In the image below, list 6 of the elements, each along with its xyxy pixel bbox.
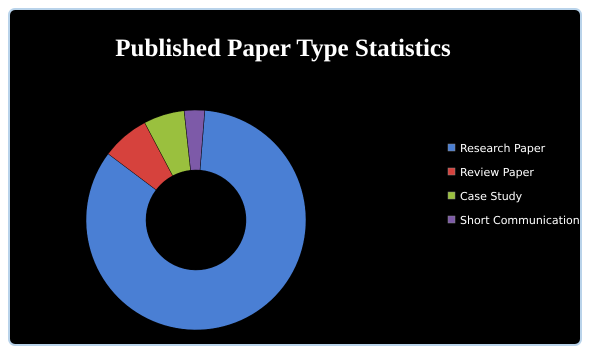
chart-title: Published Paper Type Statistics	[115, 35, 451, 62]
legend-label: Case Study	[460, 190, 523, 203]
legend-label: Research Paper	[460, 142, 546, 155]
legend-label: Short Communication	[460, 214, 580, 227]
legend-label: Review Paper	[460, 166, 534, 179]
donut-slice	[86, 110, 306, 330]
